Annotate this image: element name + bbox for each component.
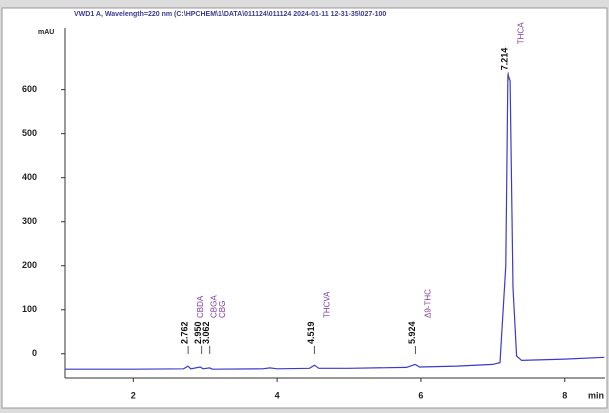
peak-name: CBDA	[196, 295, 205, 318]
peak-time: 3.062	[201, 321, 211, 344]
peak-name: THCA	[516, 22, 525, 44]
peak-name: THCVA	[323, 291, 332, 318]
peak-time: 7.214	[500, 48, 510, 71]
x-tick-label: 6	[418, 390, 423, 400]
x-tick-label: 2	[131, 390, 136, 400]
peak-name: CBG	[218, 301, 227, 318]
y-tick-label: 400	[22, 172, 37, 182]
y-unit: mAU	[38, 29, 54, 36]
y-tick-label: 500	[22, 128, 37, 138]
peak-name: Δ9-THC	[424, 289, 433, 318]
peak-time: 4.519	[306, 321, 316, 344]
y-tick-label: 600	[22, 84, 37, 94]
y-tick-label: 300	[22, 216, 37, 226]
y-tick-label: 100	[22, 304, 37, 314]
x-tick-label: 8	[562, 390, 567, 400]
peak-time: 2.762	[179, 321, 189, 344]
y-tick-label: 0	[32, 348, 37, 358]
peak-time: 2.950	[193, 321, 203, 344]
x-tick-label: 4	[275, 390, 280, 400]
peak-name: CBGA	[210, 295, 219, 318]
chart-title: VWD1 A, Wavelength=220 nm (C:\HPCHEM\1\D…	[74, 11, 386, 18]
peak-time: 5.924	[407, 321, 417, 344]
trace	[65, 74, 605, 370]
y-tick-label: 200	[22, 260, 37, 270]
x-unit: min	[588, 390, 604, 400]
